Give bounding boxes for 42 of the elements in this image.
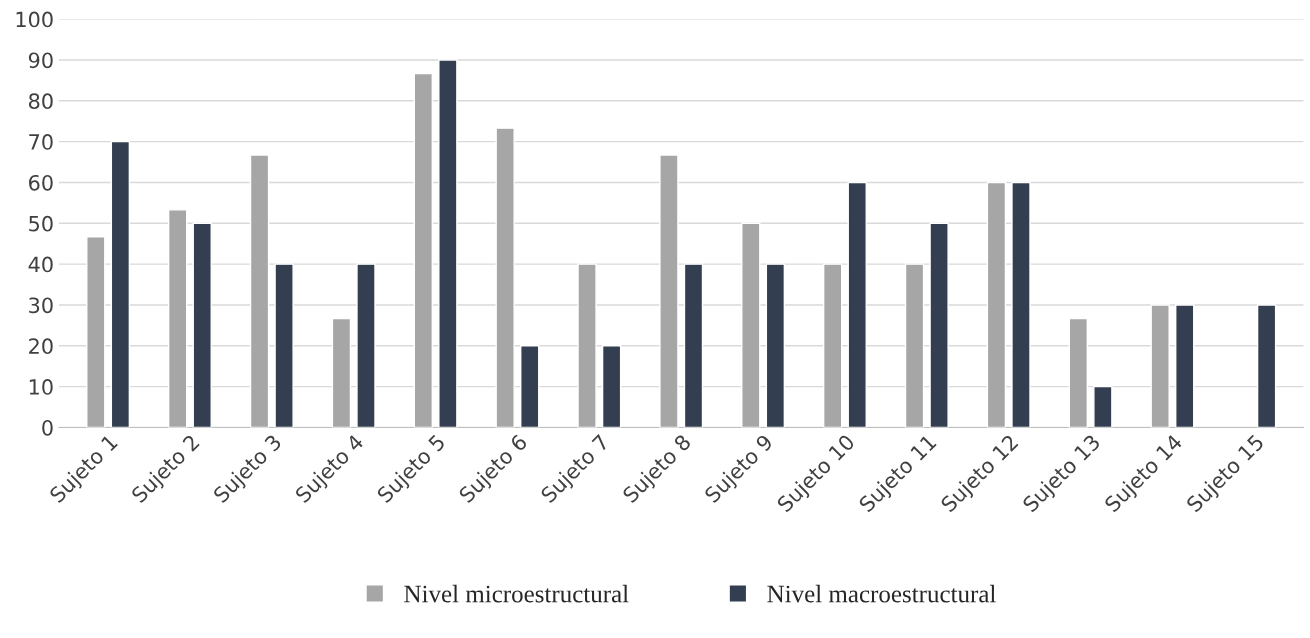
bar: [683, 263, 704, 428]
bar: [1150, 304, 1170, 428]
bar: [847, 181, 867, 428]
y-tick-label: 50: [29, 215, 53, 232]
y-tick-label: 40: [28, 256, 53, 273]
bar: [1256, 304, 1277, 428]
bar: [331, 317, 352, 428]
bar: [413, 72, 433, 428]
bar: [929, 222, 949, 428]
bar: [822, 263, 843, 428]
y-tick-label: 90: [28, 52, 53, 69]
y-tick-label: 0: [42, 419, 53, 436]
bar: [249, 154, 270, 428]
y-tick-label: 100: [16, 11, 53, 28]
bar: [765, 263, 786, 428]
bar: [495, 127, 515, 428]
bar: [1068, 317, 1088, 428]
y-tick-label: 80: [28, 93, 53, 110]
bar: [601, 345, 622, 428]
y-tick-label: 70: [29, 134, 53, 150]
bar: [659, 154, 679, 428]
legend-label: Nivel microestructural: [404, 584, 629, 603]
bar: [986, 181, 1007, 428]
y-tick-label: 30: [29, 297, 53, 314]
bar: [86, 236, 106, 428]
bar: [167, 209, 188, 428]
bar: [438, 59, 458, 428]
legend-label: Nivel macroestructural: [767, 584, 996, 603]
bar: [356, 263, 376, 428]
bar: [520, 345, 540, 428]
bar: [741, 222, 761, 428]
bar: [1011, 181, 1031, 428]
bar: [274, 263, 294, 428]
bar: [1093, 385, 1113, 428]
y-tick-label: 20: [29, 338, 53, 355]
bar: [192, 222, 212, 428]
bar: [110, 140, 131, 428]
y-tick-label: 10: [29, 379, 53, 395]
bar: [904, 263, 925, 428]
y-tick-label: 60: [29, 174, 53, 191]
bar: [1175, 304, 1195, 428]
bar: [577, 263, 597, 428]
